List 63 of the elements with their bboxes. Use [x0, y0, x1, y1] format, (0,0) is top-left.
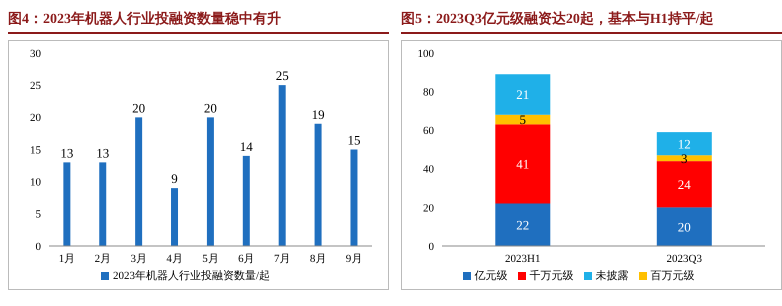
- y-tick-label: 20: [30, 112, 42, 124]
- x-tick-label: 3月: [130, 252, 147, 265]
- chart-title: 图5：2023Q3亿元级融资达20起，基本与H1持平/起: [401, 8, 782, 34]
- y-tick-label: 0: [36, 240, 42, 253]
- data-label: 41: [516, 156, 530, 172]
- legend-label: 亿元级: [474, 270, 508, 282]
- bar: [99, 162, 106, 246]
- data-label: 20: [678, 219, 691, 234]
- y-tick-label: 10: [30, 176, 42, 189]
- data-label: 22: [516, 217, 530, 232]
- legend-label: 百万元级: [650, 270, 694, 282]
- bar: [135, 117, 142, 246]
- bar: [350, 150, 358, 246]
- legend-label: 未披露: [596, 270, 628, 282]
- y-tick-label: 25: [30, 80, 42, 92]
- data-label: 12: [678, 136, 691, 152]
- data-label: 13: [96, 145, 110, 160]
- y-tick-label: 80: [423, 86, 434, 99]
- data-label: 21: [516, 87, 530, 102]
- y-tick-label: 60: [423, 125, 434, 138]
- bar: [495, 204, 550, 246]
- data-label: 9: [171, 171, 178, 186]
- x-tick-label: 7月: [274, 252, 291, 265]
- bar: [656, 155, 712, 162]
- bar: [314, 124, 322, 246]
- data-label: 13: [60, 145, 74, 160]
- x-tick-label: 2月: [94, 252, 112, 265]
- data-label: 14: [240, 138, 254, 154]
- x-tick-label: 4月: [166, 252, 183, 265]
- bar: [206, 117, 214, 246]
- bar: [242, 156, 250, 246]
- x-tick-label: 8月: [310, 252, 326, 265]
- data-label: 20: [204, 100, 217, 116]
- data-label: 20: [132, 100, 146, 116]
- bar: [278, 85, 286, 246]
- x-tick-label: 9月: [346, 252, 362, 265]
- data-label: 24: [678, 176, 692, 192]
- chart-title: 图4：2023年机器人行业投融资数量稳中有升: [8, 8, 389, 34]
- x-tick-label: 2023H1: [505, 252, 540, 265]
- x-tick-label: 6月: [238, 252, 255, 265]
- bar: [63, 162, 70, 246]
- bar: [656, 207, 712, 246]
- legend-label: 2023年机器人行业投融资数量/起: [112, 270, 270, 282]
- legend-label: 千万元级: [530, 270, 574, 282]
- data-label: 15: [347, 132, 360, 148]
- y-tick-label: 40: [423, 164, 434, 176]
- bar: [171, 188, 178, 246]
- bar: [495, 124, 550, 204]
- x-tick-label: 1月: [58, 252, 76, 265]
- bar: [495, 74, 550, 115]
- y-tick-label: 20: [423, 202, 434, 214]
- data-label: 25: [276, 68, 289, 84]
- data-label: 5: [520, 112, 526, 128]
- x-tick-label: 2023Q3: [666, 252, 702, 265]
- data-label: 19: [312, 106, 325, 122]
- bar: [495, 114, 550, 124]
- y-tick-label: 100: [418, 48, 434, 60]
- x-tick-label: 5月: [202, 252, 219, 265]
- y-tick-label: 30: [30, 48, 42, 60]
- y-tick-label: 0: [428, 240, 434, 253]
- y-tick-label: 15: [30, 144, 42, 156]
- bar: [656, 132, 712, 156]
- y-tick-label: 5: [36, 208, 42, 221]
